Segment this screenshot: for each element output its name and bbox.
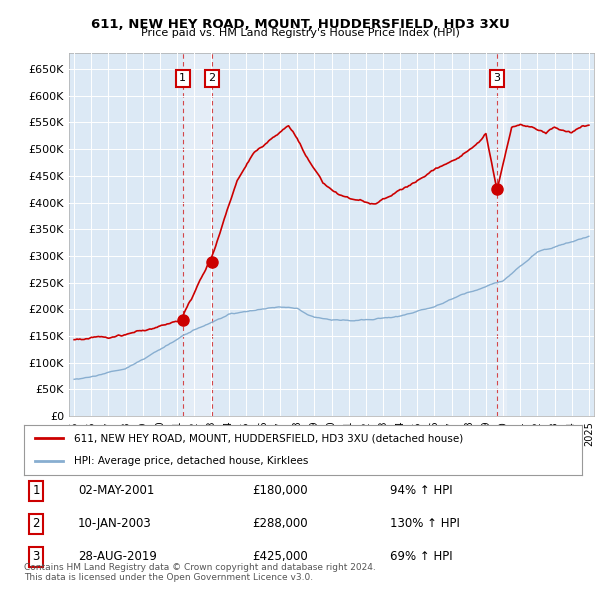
- Text: 1: 1: [32, 484, 40, 497]
- Text: Price paid vs. HM Land Registry's House Price Index (HPI): Price paid vs. HM Land Registry's House …: [140, 28, 460, 38]
- Text: 28-AUG-2019: 28-AUG-2019: [78, 550, 157, 563]
- Text: Contains HM Land Registry data © Crown copyright and database right 2024.
This d: Contains HM Land Registry data © Crown c…: [24, 563, 376, 582]
- Bar: [497, 53, 506, 416]
- Text: 10-JAN-2003: 10-JAN-2003: [78, 517, 152, 530]
- Text: 611, NEW HEY ROAD, MOUNT, HUDDERSFIELD, HD3 3XU (detached house): 611, NEW HEY ROAD, MOUNT, HUDDERSFIELD, …: [74, 433, 463, 443]
- Text: 1: 1: [179, 74, 186, 84]
- Text: 69% ↑ HPI: 69% ↑ HPI: [390, 550, 452, 563]
- Bar: [183, 53, 212, 416]
- Text: 130% ↑ HPI: 130% ↑ HPI: [390, 517, 460, 530]
- Text: 3: 3: [494, 74, 500, 84]
- Text: 2: 2: [32, 517, 40, 530]
- Text: 94% ↑ HPI: 94% ↑ HPI: [390, 484, 452, 497]
- Text: 3: 3: [32, 550, 40, 563]
- Text: 611, NEW HEY ROAD, MOUNT, HUDDERSFIELD, HD3 3XU: 611, NEW HEY ROAD, MOUNT, HUDDERSFIELD, …: [91, 18, 509, 31]
- Text: £180,000: £180,000: [252, 484, 308, 497]
- Text: 02-MAY-2001: 02-MAY-2001: [78, 484, 154, 497]
- Text: £425,000: £425,000: [252, 550, 308, 563]
- Text: 2: 2: [208, 74, 215, 84]
- Text: HPI: Average price, detached house, Kirklees: HPI: Average price, detached house, Kirk…: [74, 457, 308, 467]
- Text: £288,000: £288,000: [252, 517, 308, 530]
